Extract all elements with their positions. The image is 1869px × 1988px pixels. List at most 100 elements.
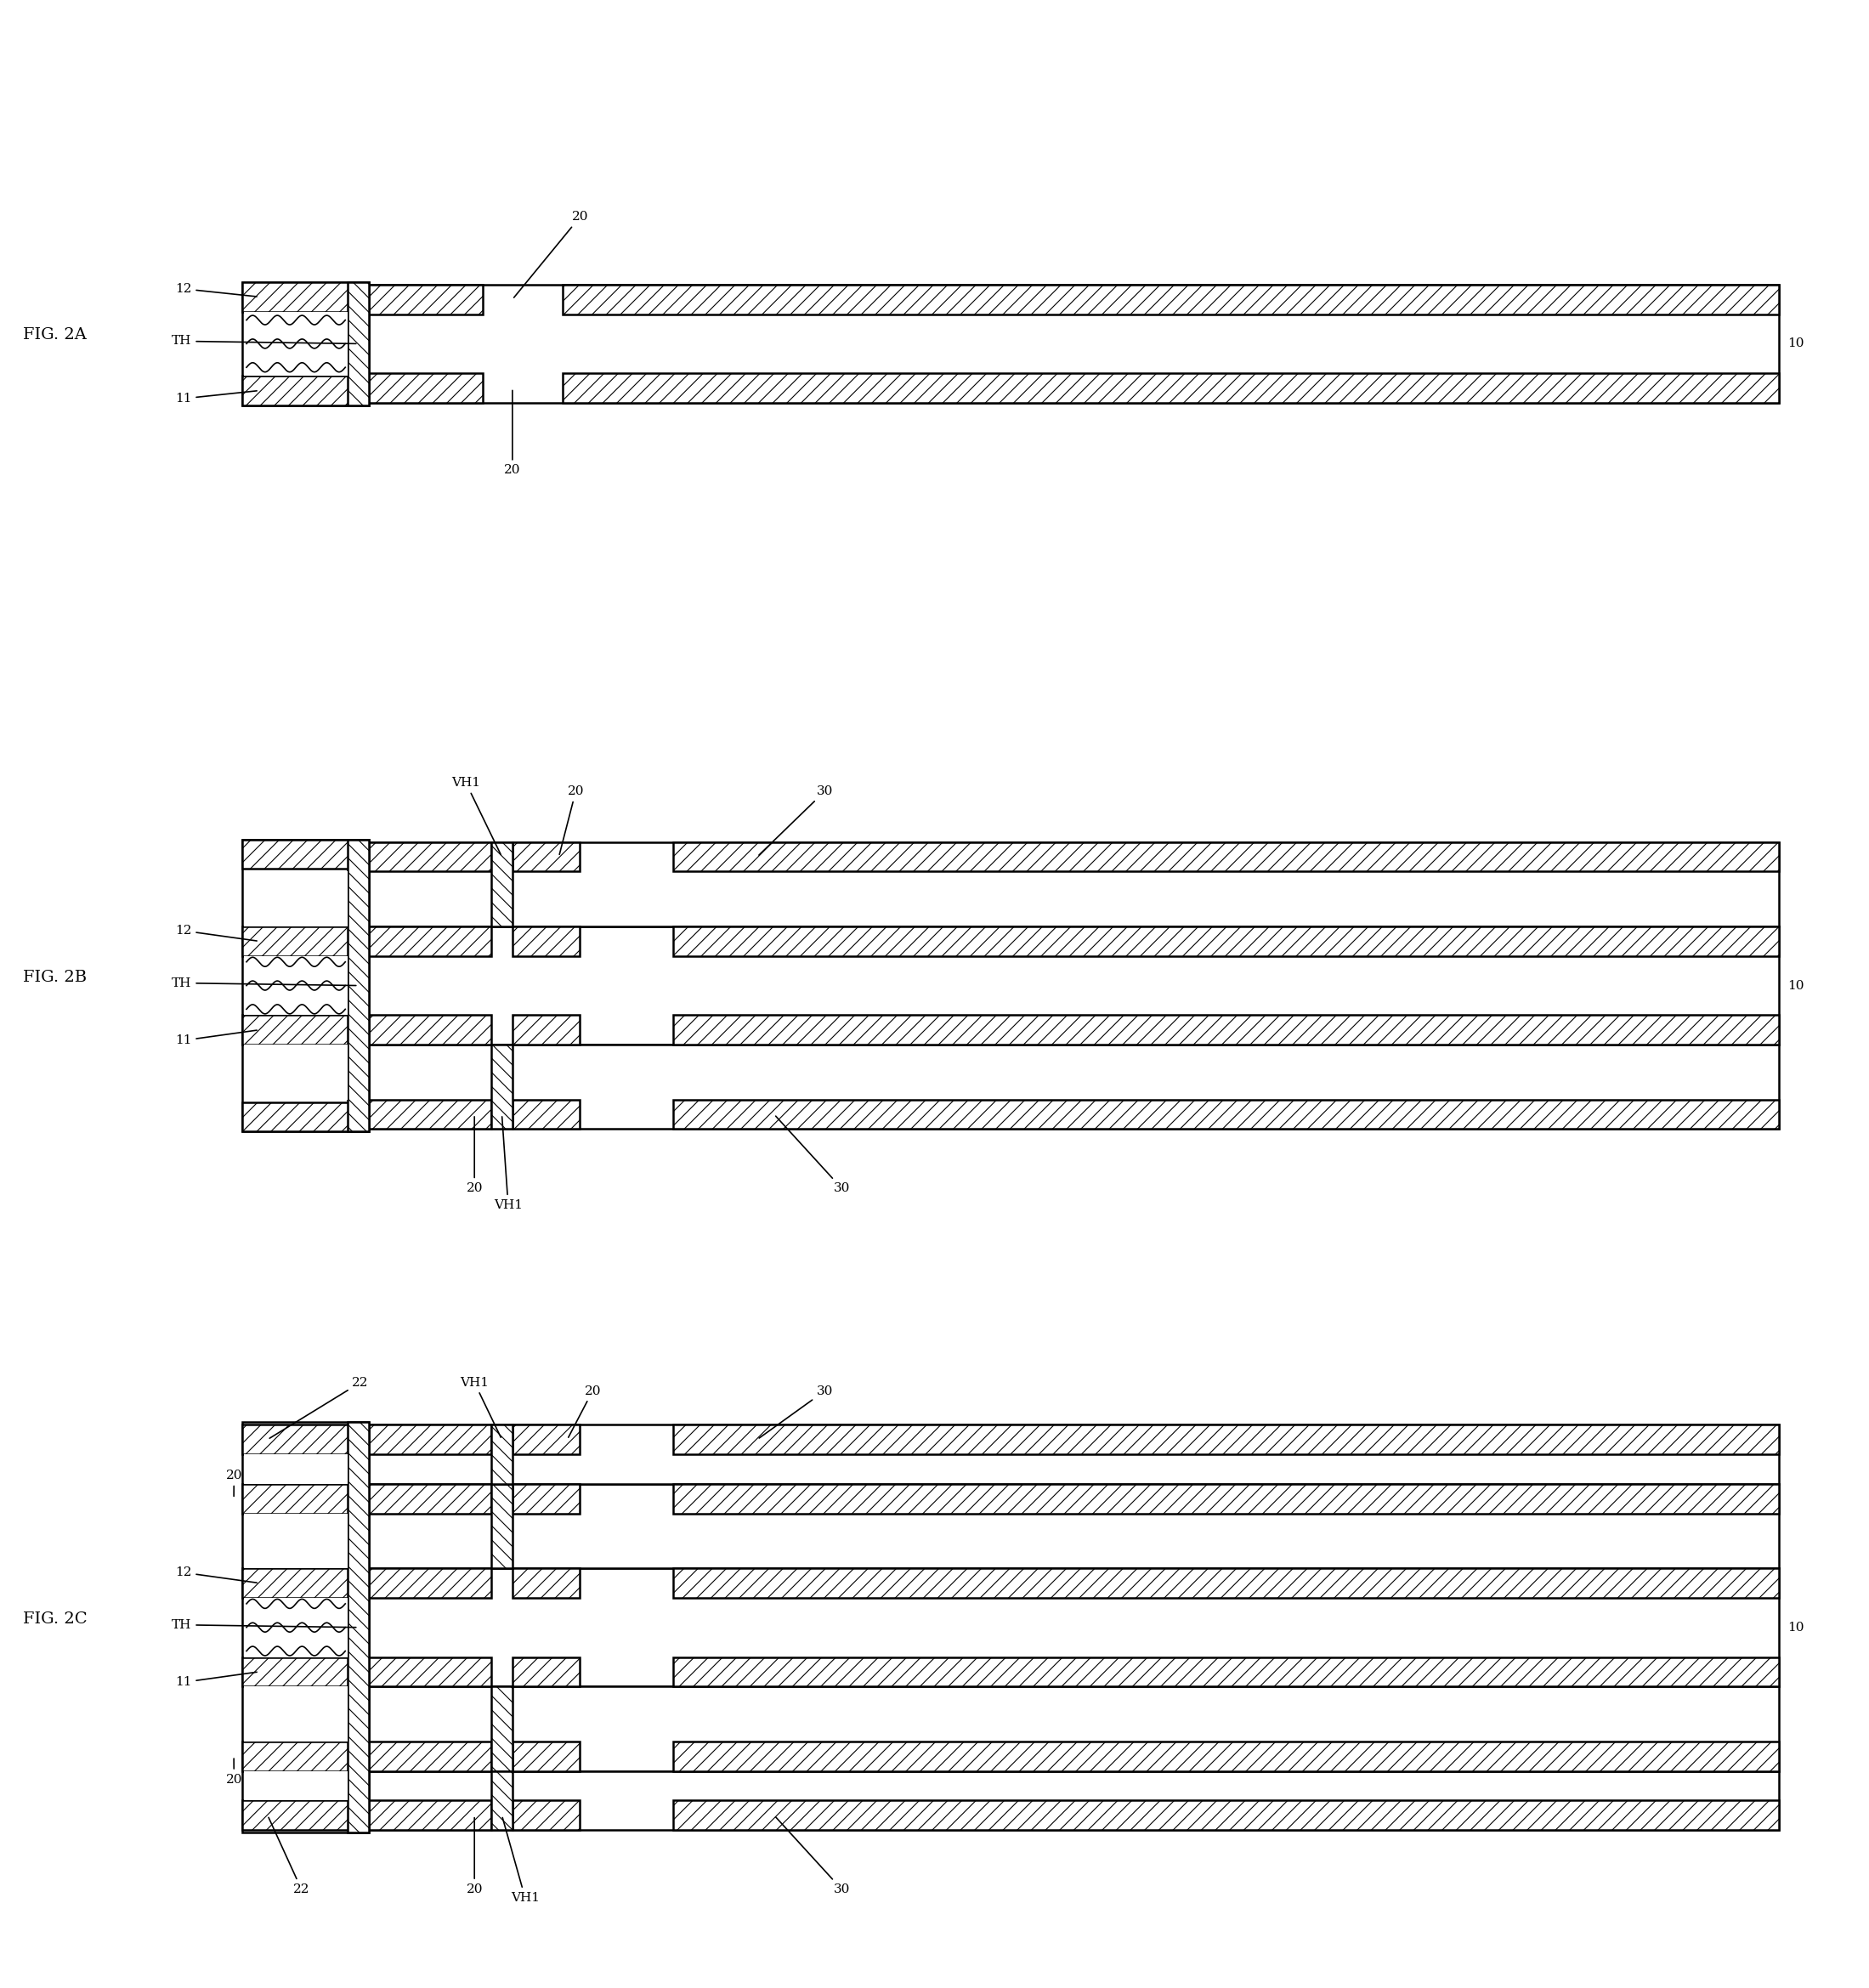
- Text: 30: 30: [759, 1386, 834, 1437]
- Bar: [512, 1099, 579, 1129]
- Bar: [563, 374, 1779, 404]
- Text: 22: 22: [269, 1376, 368, 1437]
- Text: 10: 10: [1787, 980, 1804, 992]
- Bar: [512, 1656, 579, 1686]
- Bar: [512, 1569, 579, 1598]
- Bar: [673, 843, 1779, 871]
- Bar: [368, 1044, 1779, 1129]
- Bar: [243, 1101, 368, 1131]
- Bar: [512, 843, 579, 871]
- Bar: [245, 1771, 348, 1801]
- Bar: [492, 1483, 512, 1569]
- Bar: [673, 926, 1779, 956]
- Bar: [492, 1044, 512, 1129]
- Text: FIG. 2A: FIG. 2A: [22, 328, 86, 342]
- Bar: [368, 1483, 492, 1513]
- Bar: [368, 374, 482, 404]
- Text: 30: 30: [776, 1115, 850, 1195]
- Bar: [243, 282, 368, 406]
- Bar: [368, 1016, 492, 1044]
- Bar: [492, 1686, 512, 1771]
- Bar: [245, 1044, 348, 1099]
- Bar: [368, 926, 1779, 1044]
- Bar: [245, 1686, 348, 1741]
- Bar: [243, 1656, 368, 1686]
- Text: 22: 22: [269, 1817, 310, 1895]
- Bar: [368, 843, 492, 871]
- Bar: [243, 1016, 368, 1044]
- Bar: [368, 284, 482, 314]
- Text: FIG. 2B: FIG. 2B: [22, 970, 86, 984]
- Text: 20: 20: [226, 1759, 243, 1785]
- Bar: [243, 282, 368, 312]
- Bar: [245, 1455, 348, 1483]
- Text: 12: 12: [176, 282, 256, 296]
- Bar: [348, 282, 368, 406]
- Bar: [512, 926, 579, 956]
- Text: TH: TH: [172, 1618, 355, 1630]
- Bar: [245, 312, 348, 376]
- Text: 30: 30: [759, 785, 834, 855]
- Bar: [368, 1741, 492, 1771]
- Text: 12: 12: [176, 1567, 256, 1582]
- Text: 20: 20: [465, 1817, 482, 1895]
- Bar: [673, 1016, 1779, 1044]
- Text: 20: 20: [514, 211, 589, 298]
- Bar: [512, 1483, 579, 1513]
- Text: 11: 11: [176, 1030, 256, 1046]
- Bar: [563, 284, 1779, 314]
- Bar: [673, 1741, 1779, 1771]
- Text: VH1: VH1: [493, 1117, 523, 1211]
- Bar: [243, 839, 368, 1131]
- Text: 20: 20: [465, 1117, 482, 1195]
- Bar: [673, 1656, 1779, 1686]
- Bar: [368, 1686, 1779, 1771]
- Bar: [348, 839, 368, 1131]
- Text: 12: 12: [176, 924, 256, 940]
- Bar: [245, 1598, 348, 1656]
- Text: 20: 20: [568, 1386, 602, 1437]
- Bar: [673, 1483, 1779, 1513]
- Bar: [368, 284, 1779, 404]
- Bar: [243, 839, 368, 869]
- Text: VH1: VH1: [460, 1376, 501, 1437]
- Bar: [368, 1771, 1779, 1831]
- Text: 11: 11: [176, 1672, 256, 1688]
- Bar: [243, 1569, 368, 1598]
- Bar: [368, 1801, 492, 1831]
- Bar: [245, 871, 348, 926]
- Text: TH: TH: [172, 336, 355, 348]
- Text: 11: 11: [176, 392, 256, 404]
- Bar: [368, 1425, 1779, 1483]
- Bar: [243, 926, 368, 956]
- Bar: [368, 1656, 492, 1686]
- Bar: [245, 1513, 348, 1569]
- Bar: [673, 1425, 1779, 1455]
- Text: VH1: VH1: [452, 777, 501, 855]
- Bar: [368, 843, 1779, 926]
- Bar: [673, 1569, 1779, 1598]
- Text: TH: TH: [172, 976, 355, 988]
- Bar: [348, 1421, 368, 1833]
- Text: 20: 20: [559, 785, 583, 855]
- Bar: [243, 376, 368, 406]
- Bar: [243, 1483, 368, 1513]
- Bar: [512, 1741, 579, 1771]
- Bar: [368, 1569, 1779, 1686]
- Text: 10: 10: [1787, 338, 1804, 350]
- Bar: [673, 1801, 1779, 1831]
- Text: 30: 30: [776, 1817, 850, 1895]
- Bar: [673, 1099, 1779, 1129]
- Bar: [492, 1425, 512, 1483]
- Text: VH1: VH1: [503, 1817, 540, 1905]
- Text: FIG. 2C: FIG. 2C: [22, 1612, 88, 1626]
- Bar: [368, 1425, 492, 1455]
- Bar: [243, 1741, 368, 1771]
- Bar: [368, 1483, 1779, 1569]
- Bar: [243, 1421, 368, 1833]
- Bar: [512, 1425, 579, 1455]
- Bar: [368, 926, 492, 956]
- Bar: [512, 1801, 579, 1831]
- Bar: [368, 1099, 492, 1129]
- Bar: [243, 1425, 368, 1455]
